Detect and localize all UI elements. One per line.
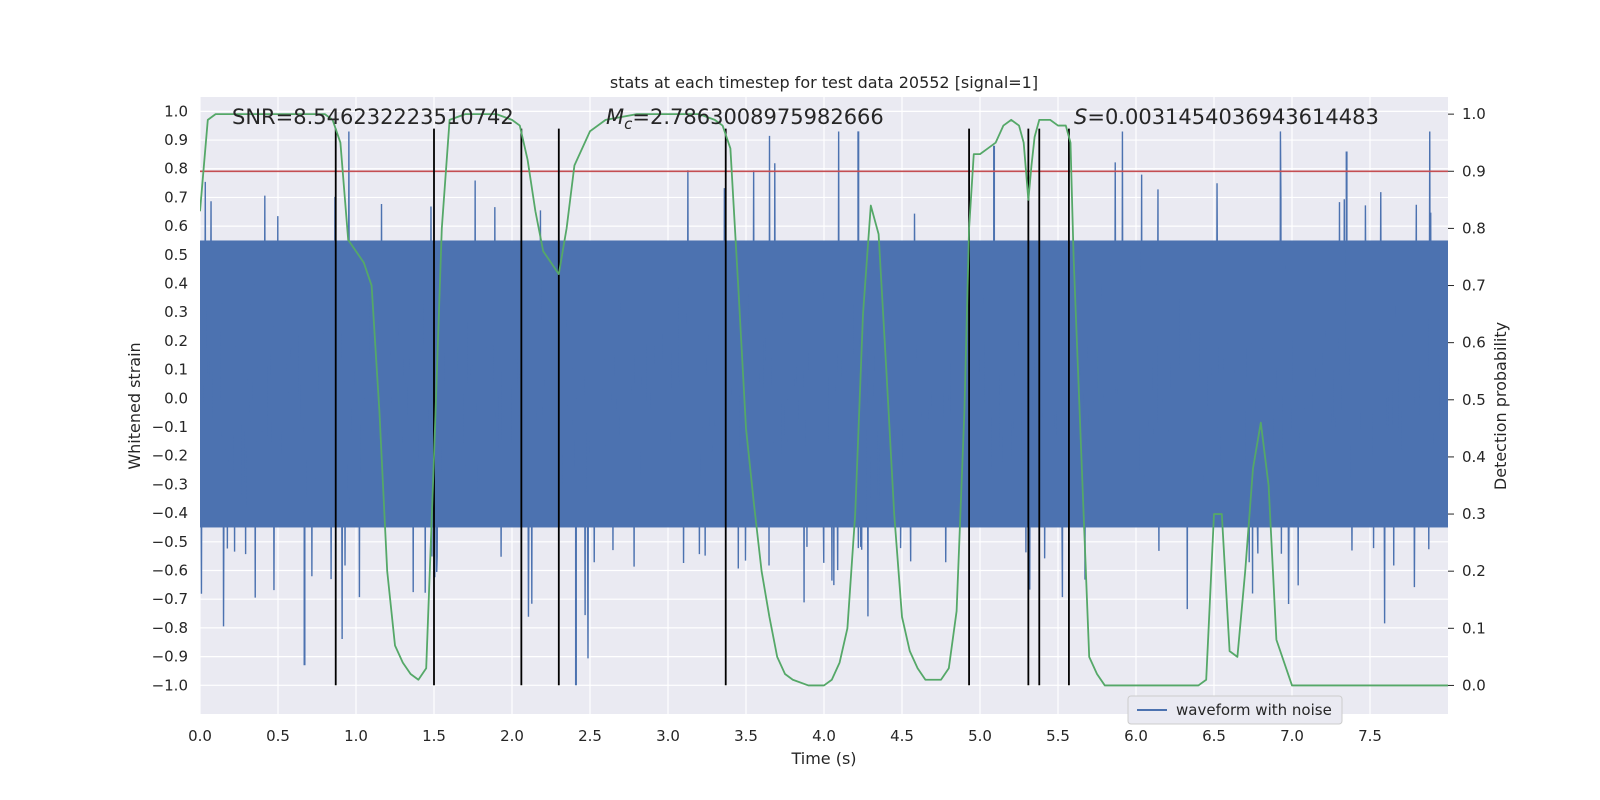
y-axis-label: Whitened strain bbox=[125, 342, 144, 469]
spin-annotation: S=0.0031454036943614483 bbox=[1074, 105, 1379, 129]
x-tick-label: 2.0 bbox=[500, 727, 524, 745]
x-tick-label: 7.0 bbox=[1280, 727, 1304, 745]
x-axis-ticks: 0.0 0.5 1.0 1.5 2.0 2.5 3.0 3.5 4.0 4.5 5.0 5.5 6.0 6… bbox=[188, 727, 1382, 745]
x-tick-label: 3.5 bbox=[734, 727, 758, 745]
y2-tick-label: 0.5 bbox=[1462, 391, 1486, 409]
spin-value: =0.0031454036943614483 bbox=[1087, 105, 1379, 129]
chirp-mass-value: =2.7863008975982666 bbox=[632, 105, 883, 129]
y-tick-label: 1.0 bbox=[164, 102, 188, 120]
y-tick-label: 0.8 bbox=[164, 160, 188, 178]
legend-label: waveform with noise bbox=[1176, 701, 1332, 719]
y-tick-label: 0.9 bbox=[164, 131, 188, 149]
x-tick-label: 6.5 bbox=[1202, 727, 1226, 745]
y-tick-label: −0.6 bbox=[152, 562, 188, 580]
y2-axis-label: Detection probability bbox=[1491, 322, 1510, 490]
y-tick-label: −0.1 bbox=[152, 418, 188, 436]
waveform-series bbox=[200, 131, 1448, 686]
y-tick-label: −1.0 bbox=[152, 676, 188, 694]
y-tick-label: 0.1 bbox=[164, 361, 188, 379]
chirp-mass-symbol: M bbox=[606, 105, 624, 129]
spin-symbol: S bbox=[1074, 105, 1087, 129]
x-tick-label: 1.5 bbox=[422, 727, 446, 745]
y-tick-label: 0.5 bbox=[164, 246, 188, 264]
y2-tick-label: 0.2 bbox=[1462, 562, 1486, 580]
y-tick-label: −0.7 bbox=[152, 590, 188, 608]
x-tick-label: 4.0 bbox=[812, 727, 836, 745]
right-axis-ticks: 1.0 0.9 0.8 0.7 0.6 0.5 0.4 0.3 0.2 0.1 0.0 bbox=[1448, 105, 1486, 694]
y2-tick-label: 0.0 bbox=[1462, 676, 1486, 694]
y-tick-label: 0.0 bbox=[164, 389, 188, 407]
probability-line bbox=[200, 113, 1448, 687]
y-tick-label: 0.2 bbox=[164, 332, 188, 350]
y2-tick-label: 0.7 bbox=[1462, 277, 1486, 295]
y-tick-label: −0.3 bbox=[152, 475, 188, 493]
y-tick-label: 0.7 bbox=[164, 188, 188, 206]
x-axis-label: Time (s) bbox=[790, 749, 856, 768]
x-tick-label: 4.5 bbox=[890, 727, 914, 745]
y-tick-label: −0.9 bbox=[152, 648, 188, 666]
legend-box bbox=[1127, 695, 1343, 725]
y-tick-label: −0.5 bbox=[152, 533, 188, 551]
y2-tick-label: 0.1 bbox=[1462, 619, 1486, 637]
y-tick-label: 0.6 bbox=[164, 217, 188, 235]
legend: waveform with noise bbox=[1127, 695, 1343, 725]
left-axis-ticks: 1.0 0.9 0.8 0.7 0.6 0.5 0.4 0.3 0.2 0.1 0.0 −0.1 −0.… bbox=[152, 102, 188, 694]
y2-tick-label: 1.0 bbox=[1462, 105, 1486, 123]
y-tick-label: −0.2 bbox=[152, 447, 188, 465]
waveform-line bbox=[200, 131, 1448, 659]
y-tick-label: −0.4 bbox=[152, 504, 188, 522]
snr-annotation: SNR=8.546232223510742 bbox=[232, 105, 514, 129]
x-tick-label: 2.5 bbox=[578, 727, 602, 745]
probability-series bbox=[200, 113, 1448, 687]
x-tick-label: 5.5 bbox=[1046, 727, 1070, 745]
y2-tick-label: 0.4 bbox=[1462, 448, 1486, 466]
y-tick-label: −0.8 bbox=[152, 619, 188, 637]
x-tick-label: 3.0 bbox=[656, 727, 680, 745]
y2-tick-label: 0.9 bbox=[1462, 162, 1486, 180]
x-tick-label: 1.0 bbox=[344, 727, 368, 745]
y-tick-label: 0.4 bbox=[164, 275, 188, 293]
chart-title: stats at each timestep for test data 205… bbox=[610, 73, 1038, 92]
y-tick-label: 0.3 bbox=[164, 303, 188, 321]
chirp-mass-annotation: Mc=2.7863008975982666 bbox=[606, 105, 884, 133]
x-tick-label: 5.0 bbox=[968, 727, 992, 745]
x-tick-label: 0.0 bbox=[188, 727, 212, 745]
y2-tick-label: 0.3 bbox=[1462, 505, 1486, 523]
y2-tick-label: 0.8 bbox=[1462, 219, 1486, 237]
marker-lines bbox=[334, 128, 1070, 686]
x-tick-label: 0.5 bbox=[266, 727, 290, 745]
x-tick-label: 6.0 bbox=[1124, 727, 1148, 745]
y2-tick-label: 0.6 bbox=[1462, 334, 1486, 352]
x-tick-label: 7.5 bbox=[1358, 727, 1382, 745]
chirp-mass-subscript: c bbox=[624, 115, 633, 133]
